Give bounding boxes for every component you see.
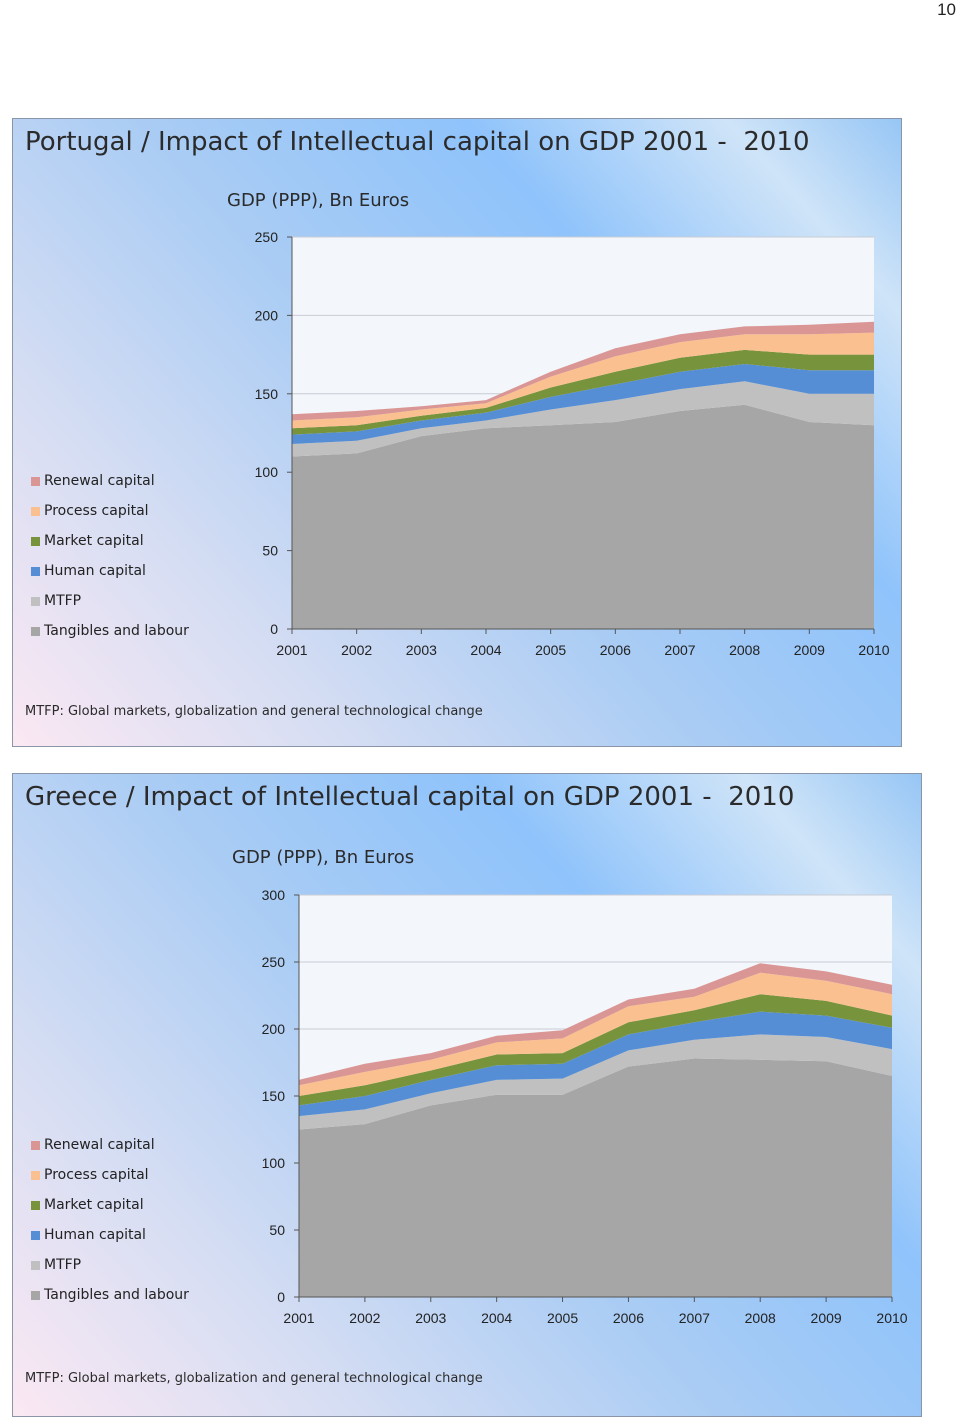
x-tick-label: 2006 — [600, 642, 631, 658]
portugal-chart-panel: Portugal / Impact of Intellectual capita… — [12, 118, 902, 747]
legend-label: Human capital — [44, 1227, 146, 1243]
greece-chart-panel: Greece / Impact of Intellectual capital … — [12, 773, 922, 1417]
y-tick-label: 200 — [262, 1021, 286, 1037]
y-tick-label: 50 — [262, 543, 278, 559]
x-tick-label: 2010 — [858, 642, 889, 658]
legend-label: Renewal capital — [44, 473, 155, 489]
x-tick-label: 2001 — [283, 1310, 314, 1326]
legend-item-mtfp: MTFP — [31, 1250, 189, 1280]
area-series-tangibles-and-labour — [292, 404, 874, 629]
legend-item-process-capital: Process capital — [31, 496, 189, 526]
area-series-mtfp — [292, 381, 874, 457]
legend-label: Process capital — [44, 1167, 149, 1183]
chart-title: Greece / Impact of Intellectual capital … — [25, 782, 795, 812]
x-tick-label: 2001 — [276, 642, 307, 658]
area-series-market-capital — [292, 349, 874, 435]
y-tick-label: 300 — [262, 887, 286, 903]
area-series-process-capital — [292, 332, 874, 429]
area-series-process-capital — [299, 972, 892, 1096]
x-tick-label: 2002 — [341, 642, 372, 658]
legend-label: Tangibles and labour — [44, 623, 189, 639]
area-series-market-capital — [299, 994, 892, 1106]
legend-label: Process capital — [44, 503, 149, 519]
legend-swatch-human-capital — [31, 566, 40, 576]
x-tick-label: 2003 — [415, 1310, 446, 1326]
legend-item-tangibles-and-labour: Tangibles and labour — [31, 1280, 189, 1310]
legend-swatch-mtfp — [31, 1260, 40, 1270]
legend-swatch-renewal-capital — [31, 1140, 40, 1150]
legend-label: Human capital — [44, 563, 146, 579]
x-tick-label: 2002 — [349, 1310, 380, 1326]
legend-item-renewal-capital: Renewal capital — [31, 466, 189, 496]
y-tick-label: 150 — [255, 386, 279, 402]
y-tick-label: 250 — [262, 954, 286, 970]
legend-item-mtfp: MTFP — [31, 586, 189, 616]
area-series-mtfp — [299, 1034, 892, 1130]
x-tick-label: 2004 — [481, 1310, 512, 1326]
legend-swatch-process-capital — [31, 1170, 40, 1180]
x-tick-label: 2005 — [547, 1310, 578, 1326]
y-tick-label: 250 — [255, 229, 279, 245]
x-tick-label: 2006 — [613, 1310, 644, 1326]
legend-swatch-market-capital — [31, 1200, 40, 1210]
chart-title: Portugal / Impact of Intellectual capita… — [25, 127, 810, 157]
gdp-axis-title: GDP (PPP), Bn Euros — [227, 190, 410, 211]
legend-label: Market capital — [44, 1197, 144, 1213]
area-series-human-capital — [292, 364, 874, 444]
legend-label: Renewal capital — [44, 1137, 155, 1153]
x-tick-label: 2003 — [406, 642, 437, 658]
legend-item-market-capital: Market capital — [31, 1190, 189, 1220]
y-tick-label: 150 — [262, 1088, 286, 1104]
legend-swatch-tangibles-and-labour — [31, 1290, 40, 1300]
legend-item-human-capital: Human capital — [31, 556, 189, 586]
legend-swatch-tangibles-and-labour — [31, 626, 40, 636]
area-series-renewal-capital — [299, 963, 892, 1086]
x-tick-label: 2009 — [811, 1310, 842, 1326]
x-tick-label: 2007 — [664, 642, 695, 658]
legend-label: MTFP — [44, 1257, 82, 1273]
x-tick-label: 2004 — [470, 642, 501, 658]
y-tick-label: 100 — [262, 1155, 286, 1171]
legend-item-renewal-capital: Renewal capital — [31, 1130, 189, 1160]
y-tick-label: 0 — [277, 1289, 285, 1305]
x-tick-label: 2008 — [745, 1310, 776, 1326]
y-tick-label: 0 — [270, 621, 278, 637]
x-tick-label: 2005 — [535, 642, 566, 658]
y-tick-label: 100 — [255, 464, 279, 480]
legend-swatch-renewal-capital — [31, 476, 40, 486]
chart-legend: Renewal capital Process capital Market c… — [31, 1130, 189, 1310]
portugal-area-chart: 0 50 100 150 200 250 2001 2002 2003 2004 2005 2006 2… — [255, 229, 890, 658]
area-series-tangibles-and-labour — [299, 1058, 892, 1297]
y-tick-label: 50 — [269, 1222, 285, 1238]
legend-label: Tangibles and labour — [44, 1287, 189, 1303]
page-number: 10 — [937, 0, 956, 19]
greece-area-chart: 0 50 100 150 200 250 300 2001 2002 2003 2004 2005 20… — [262, 887, 908, 1326]
legend-swatch-market-capital — [31, 536, 40, 546]
legend-swatch-process-capital — [31, 506, 40, 516]
legend-swatch-human-capital — [31, 1230, 40, 1240]
x-tick-label: 2009 — [794, 642, 825, 658]
x-tick-label: 2010 — [876, 1310, 907, 1326]
legend-item-human-capital: Human capital — [31, 1220, 189, 1250]
legend-item-tangibles-and-labour: Tangibles and labour — [31, 616, 189, 646]
gdp-axis-title: GDP (PPP), Bn Euros — [232, 847, 415, 868]
legend-item-process-capital: Process capital — [31, 1160, 189, 1190]
legend-label: MTFP — [44, 593, 82, 609]
area-series-renewal-capital — [292, 321, 874, 421]
area-series-human-capital — [299, 1011, 892, 1117]
legend-item-market-capital: Market capital — [31, 526, 189, 556]
y-tick-label: 200 — [255, 307, 279, 323]
legend-swatch-mtfp — [31, 596, 40, 606]
chart-legend: Renewal capital Process capital Market c… — [31, 466, 189, 646]
footnote: MTFP: Global markets, globalization and … — [25, 1371, 483, 1386]
x-tick-label: 2007 — [679, 1310, 710, 1326]
legend-label: Market capital — [44, 533, 144, 549]
footnote: MTFP: Global markets, globalization and … — [25, 704, 483, 719]
x-tick-label: 2008 — [729, 642, 760, 658]
